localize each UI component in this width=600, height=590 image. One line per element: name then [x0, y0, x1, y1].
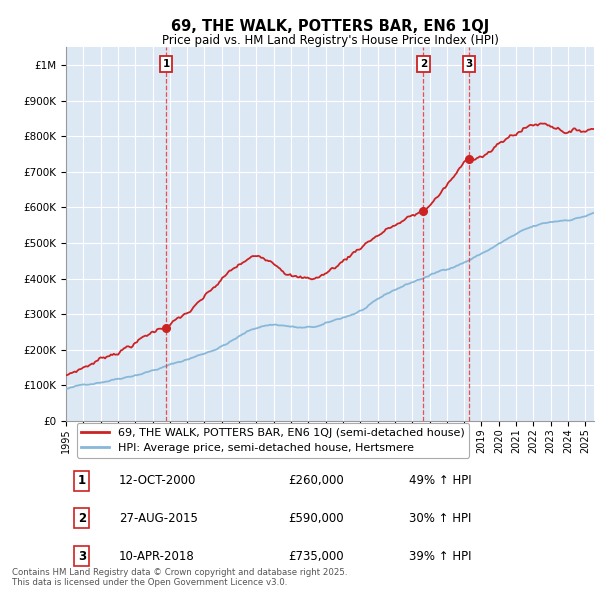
Legend: 69, THE WALK, POTTERS BAR, EN6 1QJ (semi-detached house), HPI: Average price, se: 69, THE WALK, POTTERS BAR, EN6 1QJ (semi…	[77, 423, 469, 458]
Text: 39% ↑ HPI: 39% ↑ HPI	[409, 550, 472, 563]
Text: 10-APR-2018: 10-APR-2018	[119, 550, 194, 563]
Text: Contains HM Land Registry data © Crown copyright and database right 2025.
This d: Contains HM Land Registry data © Crown c…	[12, 568, 347, 587]
Text: 30% ↑ HPI: 30% ↑ HPI	[409, 512, 472, 525]
Text: 12-OCT-2000: 12-OCT-2000	[119, 474, 196, 487]
Text: 49% ↑ HPI: 49% ↑ HPI	[409, 474, 472, 487]
Text: £260,000: £260,000	[288, 474, 344, 487]
Text: £735,000: £735,000	[288, 550, 343, 563]
Text: 3: 3	[465, 59, 472, 69]
Text: 2: 2	[78, 512, 86, 525]
Text: 2: 2	[420, 59, 427, 69]
Text: 1: 1	[163, 59, 170, 69]
Text: 69, THE WALK, POTTERS BAR, EN6 1QJ: 69, THE WALK, POTTERS BAR, EN6 1QJ	[171, 19, 489, 34]
Text: Price paid vs. HM Land Registry's House Price Index (HPI): Price paid vs. HM Land Registry's House …	[161, 34, 499, 47]
Text: £590,000: £590,000	[288, 512, 343, 525]
Text: 3: 3	[78, 550, 86, 563]
Text: 1: 1	[78, 474, 86, 487]
Text: 27-AUG-2015: 27-AUG-2015	[119, 512, 197, 525]
